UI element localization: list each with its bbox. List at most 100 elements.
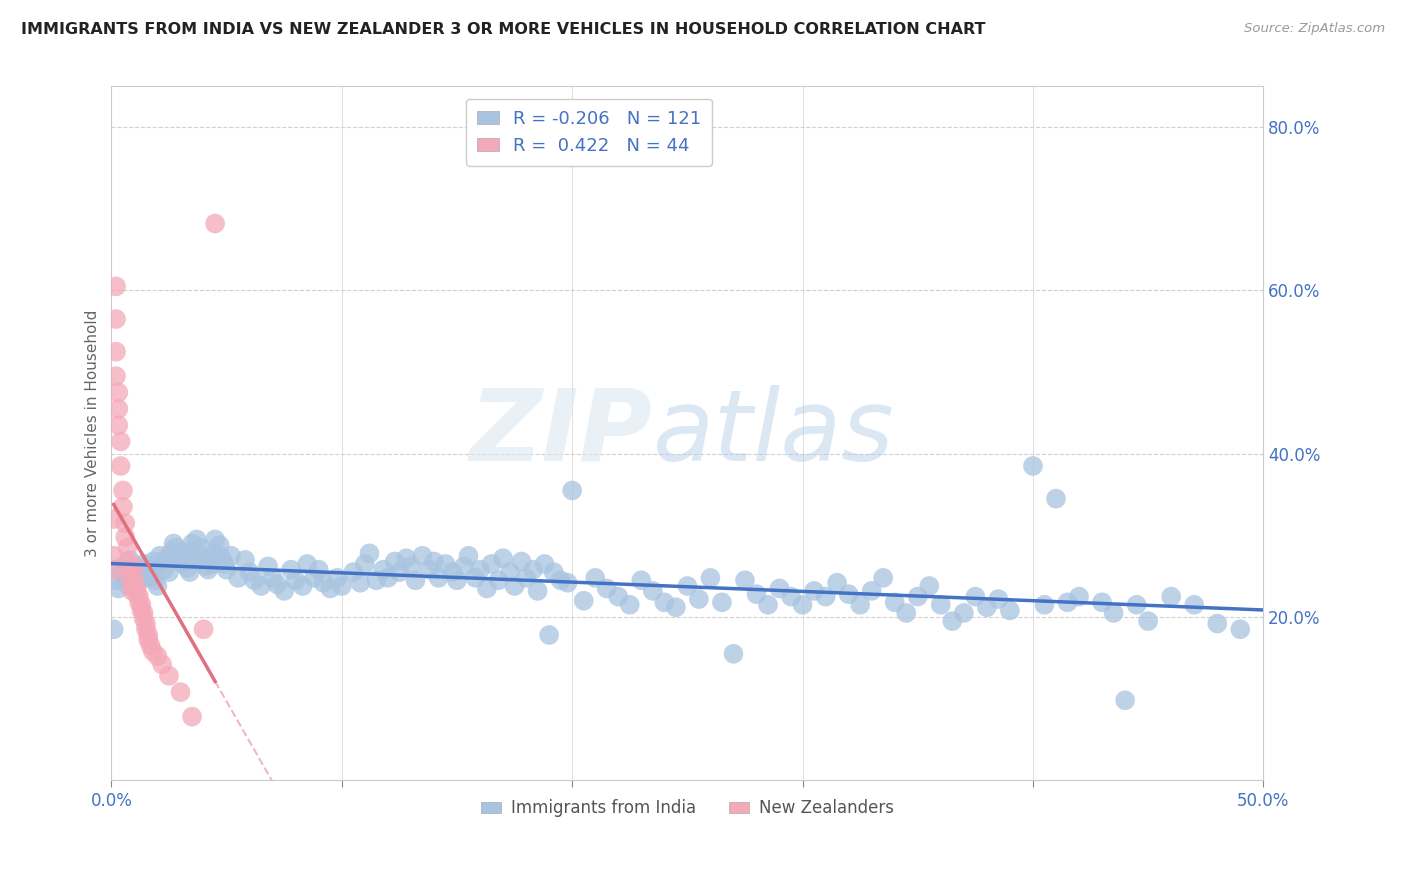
Point bbox=[110, 458, 132, 473]
Point bbox=[918, 579, 941, 593]
Point bbox=[907, 590, 929, 604]
Point bbox=[125, 587, 148, 601]
Point bbox=[654, 595, 676, 609]
Point bbox=[211, 551, 233, 566]
Point bbox=[1125, 598, 1147, 612]
Point bbox=[204, 217, 226, 231]
Point bbox=[630, 574, 652, 588]
Point bbox=[110, 561, 132, 575]
Point bbox=[825, 575, 848, 590]
Point bbox=[169, 685, 191, 699]
Point bbox=[200, 551, 222, 566]
Point bbox=[475, 582, 498, 596]
Point bbox=[883, 595, 905, 609]
Point bbox=[132, 612, 155, 626]
Point bbox=[190, 541, 212, 555]
Point bbox=[103, 549, 125, 563]
Point bbox=[174, 545, 197, 559]
Point bbox=[896, 606, 918, 620]
Point bbox=[169, 549, 191, 563]
Point bbox=[464, 571, 486, 585]
Point bbox=[157, 669, 180, 683]
Point bbox=[665, 600, 688, 615]
Point bbox=[284, 574, 307, 588]
Point bbox=[710, 595, 733, 609]
Point bbox=[219, 549, 242, 563]
Point bbox=[239, 565, 262, 579]
Point bbox=[803, 583, 825, 598]
Point bbox=[114, 530, 136, 544]
Point bbox=[1056, 595, 1078, 609]
Point bbox=[780, 590, 803, 604]
Point bbox=[111, 565, 134, 579]
Point bbox=[572, 593, 595, 607]
Point bbox=[172, 557, 194, 571]
Point bbox=[136, 628, 159, 642]
Point bbox=[723, 647, 745, 661]
Point bbox=[157, 565, 180, 579]
Point bbox=[167, 553, 190, 567]
Point bbox=[499, 565, 522, 579]
Point bbox=[872, 571, 894, 585]
Point bbox=[193, 549, 215, 563]
Point bbox=[128, 595, 150, 609]
Point bbox=[510, 554, 533, 568]
Point bbox=[688, 592, 710, 607]
Point bbox=[121, 583, 143, 598]
Point bbox=[103, 512, 125, 526]
Point bbox=[503, 579, 526, 593]
Point bbox=[110, 434, 132, 449]
Point bbox=[330, 579, 353, 593]
Point bbox=[319, 582, 342, 596]
Point bbox=[756, 598, 779, 612]
Point bbox=[405, 574, 427, 588]
Point bbox=[280, 563, 302, 577]
Point bbox=[384, 554, 406, 568]
Point bbox=[201, 557, 224, 571]
Point bbox=[105, 574, 128, 588]
Point bbox=[366, 574, 388, 588]
Point bbox=[1067, 590, 1090, 604]
Point bbox=[176, 561, 198, 575]
Point bbox=[266, 577, 288, 591]
Point bbox=[131, 598, 153, 612]
Point bbox=[1114, 693, 1136, 707]
Point bbox=[561, 483, 583, 498]
Point bbox=[128, 590, 150, 604]
Point bbox=[107, 401, 129, 416]
Point bbox=[342, 565, 364, 579]
Point bbox=[1045, 491, 1067, 506]
Point bbox=[105, 344, 128, 359]
Point bbox=[118, 571, 141, 585]
Point bbox=[395, 551, 418, 566]
Text: ZIP: ZIP bbox=[470, 384, 652, 482]
Point bbox=[1206, 616, 1229, 631]
Point bbox=[160, 545, 183, 559]
Point bbox=[257, 559, 280, 574]
Point bbox=[193, 622, 215, 636]
Point bbox=[399, 559, 422, 574]
Point bbox=[291, 579, 314, 593]
Point bbox=[207, 546, 229, 560]
Point bbox=[427, 571, 450, 585]
Point bbox=[105, 312, 128, 326]
Point bbox=[434, 557, 457, 571]
Point bbox=[849, 598, 872, 612]
Point bbox=[418, 563, 440, 577]
Point bbox=[734, 574, 756, 588]
Point bbox=[105, 279, 128, 293]
Point bbox=[118, 553, 141, 567]
Point bbox=[135, 565, 157, 579]
Point bbox=[1091, 595, 1114, 609]
Point bbox=[233, 553, 256, 567]
Point bbox=[377, 571, 399, 585]
Point bbox=[132, 606, 155, 620]
Point bbox=[162, 536, 184, 550]
Point bbox=[676, 579, 699, 593]
Point bbox=[976, 600, 998, 615]
Point bbox=[1182, 598, 1205, 612]
Point bbox=[124, 582, 146, 596]
Point bbox=[136, 632, 159, 647]
Point bbox=[136, 571, 159, 585]
Point bbox=[987, 592, 1010, 607]
